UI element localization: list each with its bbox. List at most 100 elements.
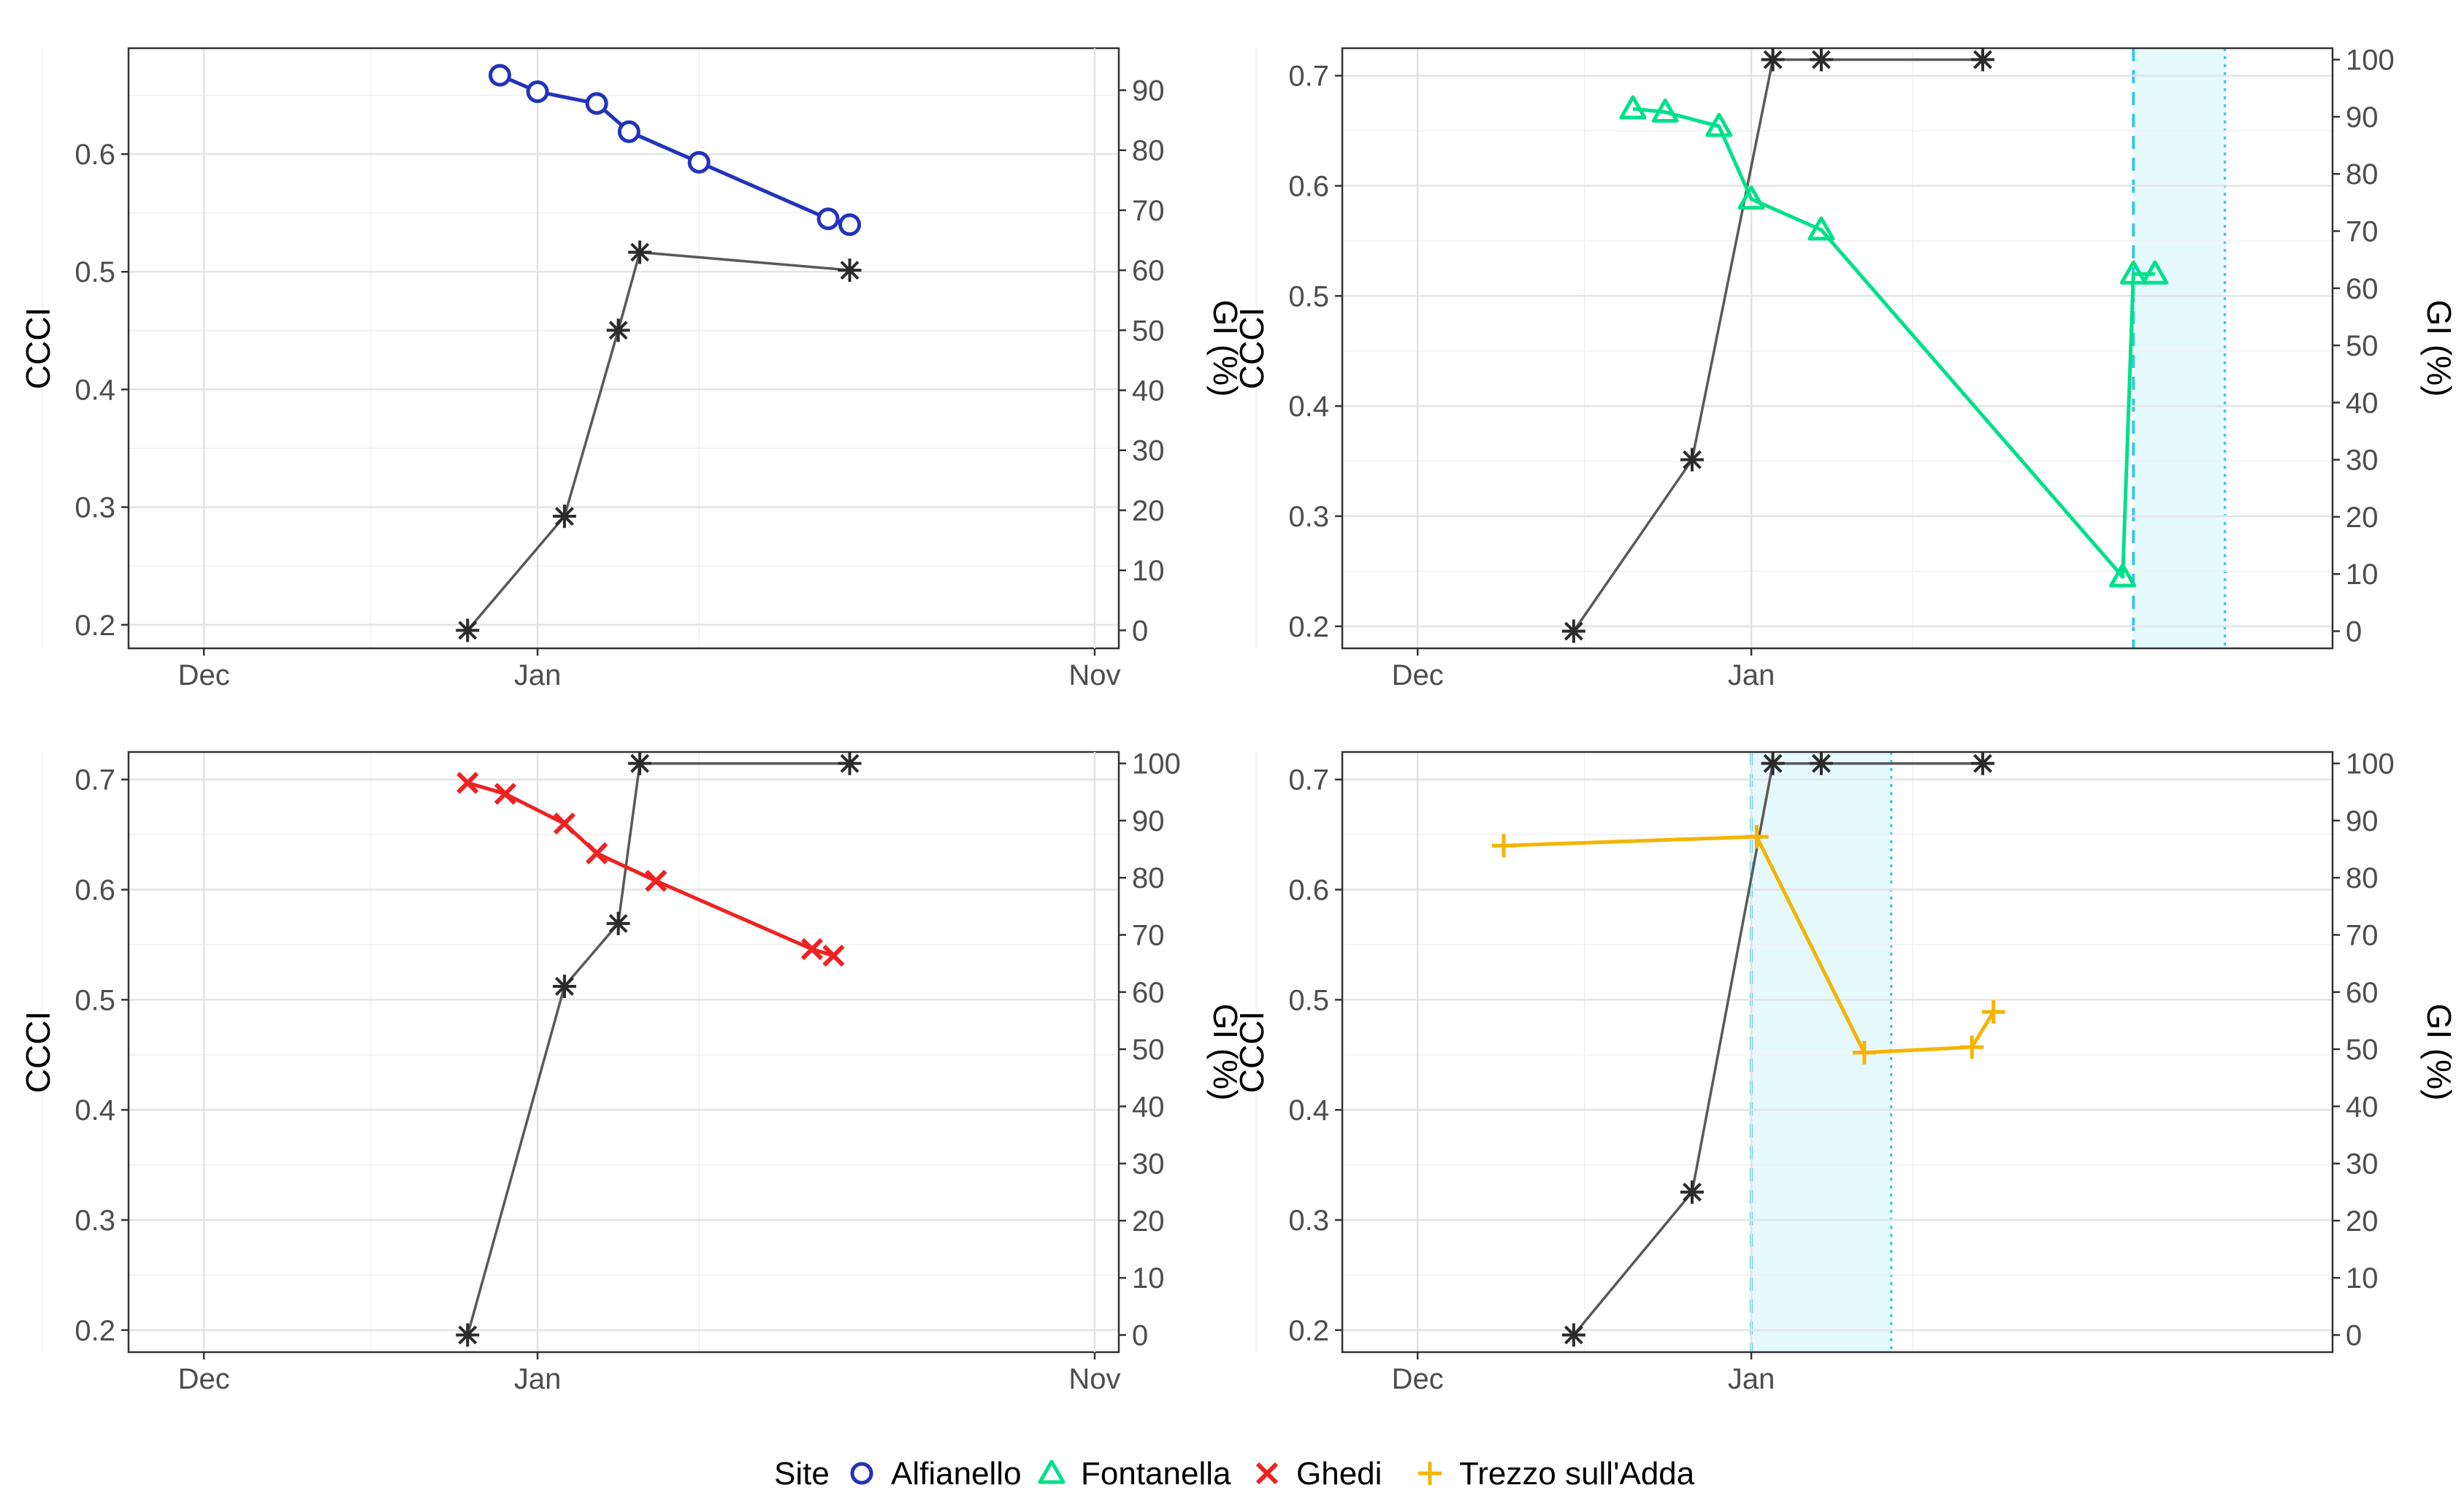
y2-tick-label: 100 (1132, 748, 1181, 780)
legend-entry: Ghedi (1255, 1456, 1382, 1492)
y2-tick-label: 90 (1132, 805, 1165, 837)
ccci-point (838, 213, 862, 237)
y-tick-label: 0.7 (1288, 61, 1329, 93)
ccci-point (1852, 1040, 1876, 1064)
y-axis-title: CCCI (19, 1011, 57, 1093)
y2-tick-label: 40 (1132, 1091, 1165, 1123)
y2-tick-label: 80 (2346, 158, 2379, 191)
y2-tick-label: 10 (2346, 1262, 2379, 1294)
y2-tick-label: 30 (2346, 445, 2379, 477)
y2-tick-label: 40 (2346, 387, 2379, 419)
y2-tick-label: 0 (2346, 1320, 2362, 1352)
x-tick-label: Jan (514, 1363, 562, 1395)
ccci-point (1807, 216, 1835, 241)
y2-tick-label: 20 (2346, 1205, 2379, 1238)
ccci-point (687, 150, 711, 174)
ccci-series (456, 772, 845, 967)
panels: 0.2 0.3 0.4 0.5 0.6 0 10 20 30 40 50 60 70 80 90 Nov Dec… (19, 45, 2458, 1395)
gi-point (1680, 448, 1704, 472)
ccci-point (1737, 185, 1765, 210)
ccci-point (456, 772, 479, 794)
legend-title: Site (774, 1456, 830, 1492)
gi-point (628, 751, 652, 775)
ccci-point (2141, 260, 2169, 285)
ccci-point (617, 120, 640, 143)
y-tick-label: 0.6 (74, 139, 115, 171)
y2-tick-label: 30 (1132, 435, 1165, 467)
ccci-point (489, 64, 511, 87)
gi-point (1809, 751, 1833, 775)
y2-tick-label: 20 (2346, 502, 2379, 534)
y2-tick-label: 0 (2346, 616, 2362, 648)
gi-point (1809, 47, 1833, 72)
y-tick-label: 0.4 (1288, 391, 1329, 423)
y-tick-label: 0.2 (1288, 1315, 1329, 1347)
y2-tick-label: 90 (1132, 75, 1165, 107)
y-tick-label: 0.7 (1288, 764, 1329, 797)
y-tick-label: 0.5 (74, 984, 115, 1016)
legend-key-circle (850, 1462, 873, 1485)
y2-tick-label: 70 (1132, 920, 1165, 952)
panel-top-right: 0.20.30.40.50.60.70102030405060708090100… (1068, 45, 2458, 691)
legend-entry: Alfianello (850, 1456, 1022, 1492)
y2-tick-label: 90 (2346, 101, 2379, 134)
y2-tick-label: 10 (1132, 555, 1165, 587)
y2-tick-label: 50 (2346, 1034, 2379, 1066)
y-tick-label: 0.3 (1288, 1205, 1329, 1237)
plot-background (129, 752, 1119, 1352)
y-tick-label: 0.6 (1288, 171, 1329, 203)
panel-top-left: 0.2 0.3 0.4 0.5 0.6 0 10 20 30 40 50 60 70 80 90 Nov Dec… (19, 47, 1244, 691)
y2-tick-label: 10 (2346, 559, 2379, 591)
y2-tick-label: 30 (2346, 1148, 2379, 1181)
y2-tick-label: 80 (1132, 862, 1165, 894)
gi-series (456, 240, 862, 642)
y2-axis-title: GI (%) (1206, 300, 1244, 397)
y2-tick-label: 80 (1132, 135, 1165, 167)
ccci-series (489, 64, 862, 237)
y2-tick-label: 30 (1132, 1148, 1165, 1181)
panel-bottom-right: 0.20.30.40.50.60.70102030405060708090100… (1068, 748, 2458, 1395)
y2-tick-label: 20 (1132, 495, 1165, 527)
legend-label: Ghedi (1296, 1456, 1382, 1492)
gi-point (1561, 619, 1585, 643)
ccci-point (586, 842, 608, 864)
ccci-point (553, 812, 576, 835)
y-tick-label: 0.4 (1288, 1094, 1329, 1127)
ccci-point (1981, 1000, 2005, 1024)
legend-label: Fontanella (1081, 1456, 1231, 1492)
gi-point (606, 911, 630, 935)
y-tick-label: 0.6 (74, 875, 115, 907)
ccci-point (822, 944, 845, 967)
y2-tick-label: 60 (2346, 977, 2379, 1009)
plot-background (129, 48, 1119, 648)
y-axis-title: CCCI (1233, 1011, 1271, 1093)
x-tick-label: Jan (1728, 659, 1775, 691)
gi-series (456, 751, 862, 1347)
y2-tick-label: 10 (1132, 1262, 1165, 1294)
y-tick-label: 0.3 (74, 492, 115, 524)
gi-series (1561, 751, 1994, 1347)
legend-entry: Trezzo sull'Adda (1418, 1456, 1695, 1492)
x-tick-label: Jan (514, 659, 562, 691)
gi-point (628, 240, 652, 264)
y2-tick-label: 60 (2346, 273, 2379, 305)
legend-key-plus (1418, 1462, 1442, 1485)
gi-point (838, 751, 862, 775)
ccci-point (1619, 95, 1647, 120)
y2-tick-label: 90 (2346, 805, 2379, 837)
y-axis-title: CCCI (1233, 307, 1271, 389)
y2-tick-label: 60 (1132, 255, 1165, 287)
x-tick-label: Dec (1392, 659, 1444, 691)
y-tick-label: 0.6 (1288, 875, 1329, 907)
y2-axis-title: GI (%) (2420, 1004, 2458, 1101)
y2-tick-label: 0 (1132, 615, 1148, 647)
ccci-point (1745, 825, 1769, 849)
gi-point (1970, 751, 1994, 775)
ccci-point (1651, 98, 1679, 123)
gi-point (1761, 751, 1785, 775)
ccci-point (2119, 260, 2147, 285)
legend-label: Trezzo sull'Adda (1459, 1456, 1695, 1492)
y-tick-label: 0.7 (74, 764, 115, 797)
y2-tick-label: 100 (2346, 748, 2395, 780)
y2-tick-label: 50 (2346, 330, 2379, 362)
